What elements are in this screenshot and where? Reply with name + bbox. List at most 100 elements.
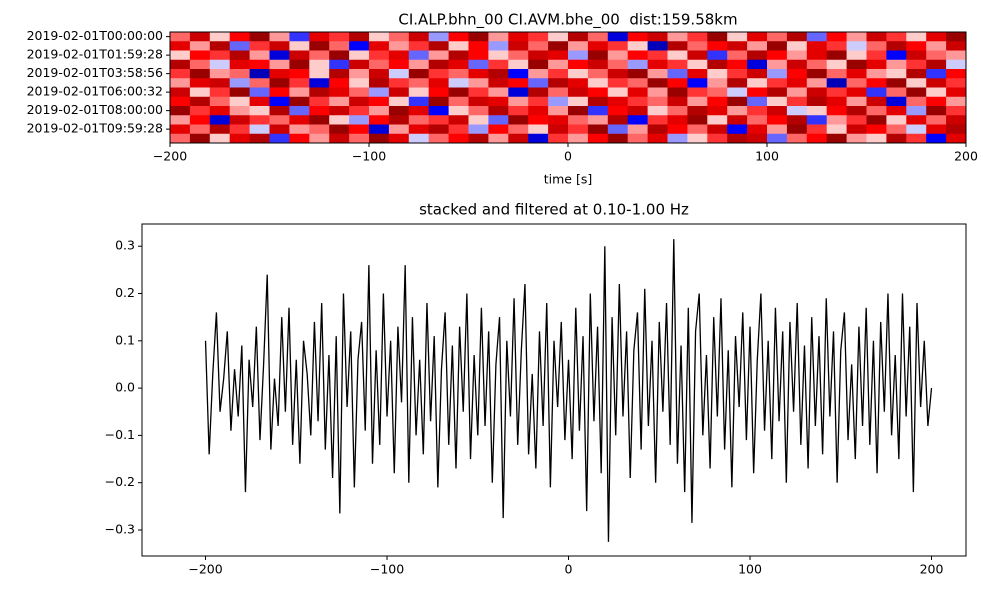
heatmap-cell <box>189 115 211 125</box>
heatmap-cell <box>229 115 250 125</box>
heatmap-cell <box>767 133 788 144</box>
heatmap-cell <box>767 87 788 98</box>
heatmap-cell <box>687 96 708 107</box>
heatmap-cell <box>269 115 290 125</box>
heatmap-cell <box>229 69 250 79</box>
heatmap-cell <box>826 115 847 125</box>
heatmap-cell <box>189 96 211 107</box>
heatmap-cell <box>786 106 808 116</box>
heatmap-cell <box>170 59 191 70</box>
heatmap-cell <box>309 96 330 107</box>
heatmap-cell <box>647 41 668 51</box>
heatmap-cell <box>349 69 370 79</box>
heatmap-cell <box>866 69 887 79</box>
heatmap-cell <box>607 133 629 144</box>
heatmap-cell <box>309 59 330 70</box>
heatmap-cell <box>587 41 609 51</box>
heatmap-cell <box>349 115 370 125</box>
heatmap-cell <box>388 96 410 107</box>
heatmap-cell <box>388 87 410 98</box>
heatmap-cell <box>906 41 927 51</box>
heatmap-cell <box>946 78 967 88</box>
heatmap-cell <box>627 59 648 70</box>
heatmap-cell <box>249 59 270 70</box>
heatmap-cell <box>548 115 569 125</box>
heatmap-cell <box>786 32 808 42</box>
heatmap-cell <box>528 133 549 144</box>
heatmap-cell <box>488 59 509 70</box>
heatmap-cell <box>826 50 847 61</box>
heatmap-cell <box>289 69 310 79</box>
heatmap-cell <box>548 50 569 61</box>
heatmap-cell <box>289 41 310 51</box>
heatmap-cell <box>607 106 629 116</box>
heatmap-cell <box>687 124 708 135</box>
heatmap-cell <box>309 133 330 144</box>
y-tick-label: −0.2 <box>105 474 135 489</box>
heatmap-cell <box>468 69 489 79</box>
heatmap-cell <box>170 87 191 98</box>
y-tick-label: 2019-02-01T01:59:28 <box>27 47 163 62</box>
heatmap-cell <box>329 106 350 116</box>
heatmap-cell <box>229 32 250 42</box>
heatmap-cell <box>886 32 907 42</box>
heatmap-cell <box>647 87 668 98</box>
heatmap-cell <box>249 69 270 79</box>
heatmap-cell <box>687 106 708 116</box>
heatmap-cell <box>767 69 788 79</box>
heatmap-cell <box>170 50 191 61</box>
heatmap-cell <box>667 78 688 88</box>
heatmap-cell <box>906 78 927 88</box>
heatmap-cell <box>607 96 629 107</box>
heatmap-cell <box>309 106 330 116</box>
heatmap-cell <box>627 133 648 144</box>
heatmap-cell <box>866 106 887 116</box>
heatmap-cell <box>428 115 449 125</box>
heatmap-cell <box>309 69 330 79</box>
heatmap-cell <box>428 78 449 88</box>
heatmap-cell <box>886 50 907 61</box>
heatmap-cell <box>249 106 270 116</box>
heatmap-cell <box>747 106 768 116</box>
heatmap-cell <box>806 96 828 107</box>
heatmap-cell <box>448 87 469 98</box>
heatmap-cell <box>369 133 390 144</box>
axes-frame <box>141 223 967 557</box>
heatmap-cell <box>229 96 250 107</box>
heatmap-cell <box>229 124 250 135</box>
heatmap-cell <box>587 115 609 125</box>
heatmap-cell <box>846 59 867 70</box>
heatmap-cell <box>627 78 648 88</box>
heatmap-cell <box>209 106 231 116</box>
heatmap-cell <box>229 41 250 51</box>
heatmap-cell <box>269 78 290 88</box>
heatmap-cell <box>209 69 231 79</box>
heatmap-cell <box>269 69 290 79</box>
heatmap-cell <box>886 41 907 51</box>
heatmap-cell <box>369 87 390 98</box>
heatmap-cell <box>448 69 469 79</box>
heatmap-cell <box>826 59 847 70</box>
heatmap-cell <box>329 69 350 79</box>
heatmap-cell <box>289 59 310 70</box>
heatmap-cell <box>189 87 211 98</box>
heatmap-cell <box>388 41 410 51</box>
heatmap-cell <box>767 96 788 107</box>
heatmap-cell <box>548 69 569 79</box>
heatmap-cell <box>249 78 270 88</box>
heatmap-cell <box>488 50 509 61</box>
heatmap-cell <box>408 78 430 88</box>
heatmap-cell <box>607 115 629 125</box>
heatmap-cell <box>170 41 191 51</box>
heatmap-cell <box>428 133 449 144</box>
heatmap-cell <box>548 96 569 107</box>
heatmap-cell <box>508 87 529 98</box>
heatmap-cell <box>388 78 410 88</box>
heatmap-cell <box>209 32 231 42</box>
heatmap-cell <box>289 32 310 42</box>
heatmap-cell <box>786 41 808 51</box>
heatmap-cell <box>826 78 847 88</box>
heatmap-cell <box>388 133 410 144</box>
heatmap-cell <box>747 133 768 144</box>
